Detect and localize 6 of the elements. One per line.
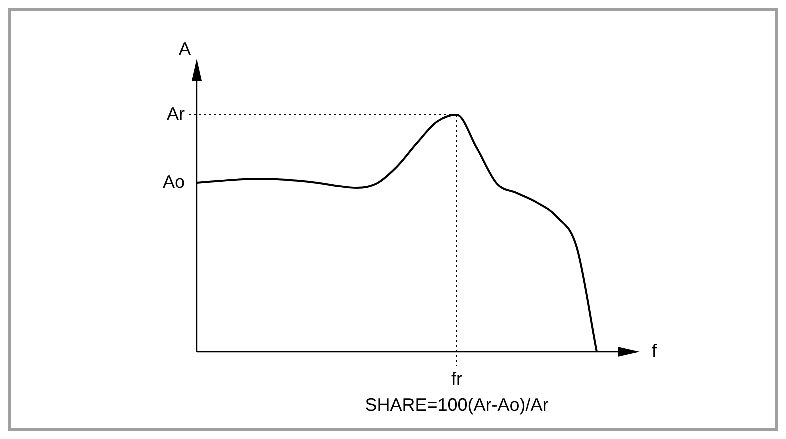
y-axis-title: A bbox=[178, 38, 191, 59]
text: SHARE=100(Ar-Ao)/Ar bbox=[365, 394, 549, 415]
text: fr bbox=[452, 368, 462, 389]
text: Ao bbox=[162, 172, 185, 192]
text: Ar bbox=[167, 104, 186, 124]
x-axis-title: f bbox=[652, 340, 658, 361]
